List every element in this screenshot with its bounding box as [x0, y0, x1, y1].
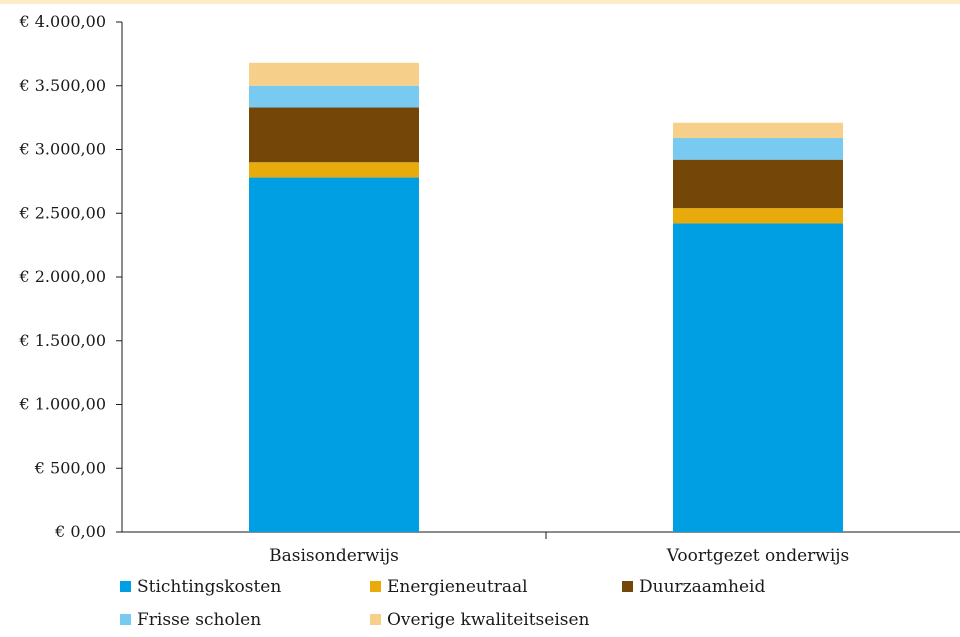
legend-swatch	[370, 581, 381, 592]
legend-swatch	[120, 581, 131, 592]
y-tick-label: € 3.500,00	[18, 76, 106, 95]
x-category-label: Voortgezet onderwijs	[666, 546, 850, 566]
bar-segment	[673, 138, 843, 160]
legend-label: Frisse scholen	[137, 610, 261, 630]
legend-label: Energieneutraal	[387, 577, 528, 597]
legend-label: Overige kwaliteitseisen	[387, 610, 590, 630]
y-tick-label: € 1.500,00	[18, 331, 106, 350]
bar-segment	[249, 85, 419, 108]
y-tick-label: € 3.000,00	[18, 140, 106, 159]
x-category-label: Basisonderwijs	[269, 546, 399, 566]
bar-segment	[673, 122, 843, 139]
legend-swatch	[370, 614, 381, 625]
bar-segment	[249, 107, 419, 163]
y-tick-label: € 500,00	[34, 458, 106, 477]
y-tick-label: € 1.000,00	[18, 395, 106, 414]
bar-segment	[249, 177, 419, 533]
y-tick-label: € 4.000,00	[18, 12, 106, 31]
legend-label: Duurzaamheid	[639, 577, 765, 597]
legend-swatch	[622, 581, 633, 592]
bar-segment	[673, 223, 843, 532]
bar-segment	[673, 208, 843, 224]
y-tick-label: € 0,00	[54, 522, 106, 541]
bar-segment	[249, 62, 419, 86]
y-tick-label: € 2.500,00	[18, 203, 106, 222]
legend-label: Stichtingskosten	[137, 577, 281, 597]
bar-segment	[249, 162, 419, 178]
bar-segment	[673, 159, 843, 209]
legend-swatch	[120, 614, 131, 625]
top-band	[0, 0, 960, 4]
y-tick-label: € 2.000,00	[18, 267, 106, 286]
